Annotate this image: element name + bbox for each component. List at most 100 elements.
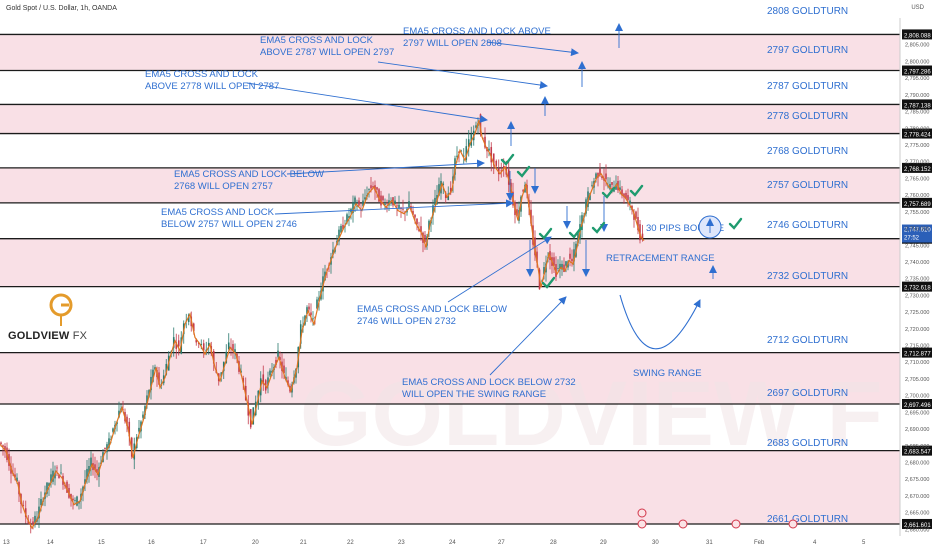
candle-body [150, 376, 152, 391]
price-tag: 2,787.138 [902, 99, 932, 110]
candle-body [420, 226, 422, 232]
annotation-text: EMA5 CROSS AND LOCK ABOVE [403, 26, 551, 37]
candle-body [585, 199, 587, 214]
price-tag-bg [902, 347, 932, 358]
y-tick-label: 2,745.000 [905, 243, 929, 249]
y-tick-label: 2,740.000 [905, 260, 929, 266]
candle-body [484, 136, 486, 148]
event-icon [731, 519, 741, 529]
candle-body [128, 421, 131, 437]
price-tag: 2,778.424 [902, 128, 932, 139]
x-tick-label: 28 [550, 540, 557, 546]
candle-body [177, 340, 180, 347]
level-label: 2732 GOLDTURN [767, 271, 848, 282]
level-label: 2661 GOLDTURN [767, 514, 848, 525]
candle-body [635, 211, 637, 219]
y-tick-label: 2,665.000 [905, 511, 929, 517]
y-tick-label: 2,735.000 [905, 277, 929, 283]
candle-body [561, 263, 563, 270]
candle-body [126, 416, 128, 426]
candle-body [94, 464, 96, 471]
candle-body [465, 146, 468, 160]
x-tick-label: 29 [600, 540, 607, 546]
candle-body [557, 268, 559, 269]
candle-body [543, 267, 545, 275]
candle-body [462, 155, 465, 157]
annotation-text: ABOVE 2787 WILL OPEN 2797 [260, 47, 394, 58]
check-mark [568, 226, 583, 239]
level-label: 2746 GOLDTURN [767, 220, 848, 231]
candle-body [74, 500, 76, 501]
event-icon [637, 508, 647, 518]
x-tick-label: 21 [300, 540, 307, 546]
annotation-arrow [286, 159, 485, 175]
candle-body [368, 189, 370, 190]
price-tag-text: 2,683.547 [904, 450, 931, 456]
candle-body [287, 380, 289, 386]
candle-body [595, 173, 597, 180]
candle-body [490, 147, 493, 163]
price-tag-text: 2,661.601 [904, 523, 931, 529]
check-mark [538, 227, 553, 240]
candle-body [262, 374, 265, 385]
candle-body [38, 506, 40, 519]
candle-body [352, 201, 354, 213]
candle-body [449, 187, 452, 193]
candle-body [220, 372, 223, 377]
logo-icon [49, 293, 73, 326]
candle-body [154, 367, 156, 370]
candle-body [424, 234, 426, 243]
candle-body [386, 207, 388, 209]
x-tick-label: 17 [200, 540, 207, 546]
symbol-header: Gold Spot / U.S. Dollar, 1h, OANDA [6, 5, 117, 12]
candle-body [277, 350, 279, 357]
candle-body [60, 472, 62, 474]
annotation-text: EMA5 CROSS AND LOCK BELOW [357, 304, 507, 315]
y-tick-label: 2,675.000 [905, 477, 929, 483]
x-tick-label: 16 [148, 540, 155, 546]
y-tick-label: 2,705.000 [905, 377, 929, 383]
candle-body [372, 186, 374, 188]
annotation-a9: RETRACEMENT RANGE [606, 253, 715, 264]
y-tick-label: 2,795.000 [905, 76, 929, 82]
candle-body [507, 169, 510, 185]
candle-body [40, 498, 42, 505]
candle-body [279, 357, 281, 361]
top-margin [0, 18, 900, 35]
price-tag-bg [902, 197, 932, 208]
annotation-text: 30 PIPS BOUNCE [646, 223, 724, 234]
x-tick-label: 31 [706, 540, 713, 546]
event-icon [678, 519, 688, 529]
price-tag: 2,797.286 [902, 65, 932, 76]
y-tick-label: 2,715.000 [905, 344, 929, 350]
candle-body [412, 210, 414, 215]
price-tag-text: 2,808.088 [904, 33, 931, 39]
candle-body [571, 258, 573, 262]
zone-band [0, 450, 900, 524]
candle-body [479, 114, 482, 132]
level-label: 2808 GOLDTURN [767, 6, 848, 17]
candle-body [56, 467, 58, 469]
candle-body [356, 205, 358, 207]
candle-body [442, 183, 445, 185]
check-mark [500, 153, 515, 166]
candle-body [192, 323, 195, 332]
price-tag-bg [902, 518, 932, 529]
annotation-a8: 30 PIPS BOUNCE [646, 223, 724, 234]
candle-body [530, 209, 532, 224]
annotation-a10: SWING RANGE [633, 368, 702, 379]
y-tick-label: 2,760.000 [905, 193, 929, 199]
zone-band [0, 352, 900, 405]
price-tag: 2,683.547 [902, 445, 932, 456]
candle-body [380, 195, 382, 206]
candle-body [138, 427, 140, 432]
annotation-text: EMA5 CROSS AND LOCK [161, 207, 275, 218]
candle-body [623, 193, 625, 198]
x-tick-label: 13 [3, 540, 10, 546]
candle-body [396, 205, 398, 207]
candle-body [32, 521, 34, 525]
current-price-timer: 27:52 [904, 236, 920, 242]
